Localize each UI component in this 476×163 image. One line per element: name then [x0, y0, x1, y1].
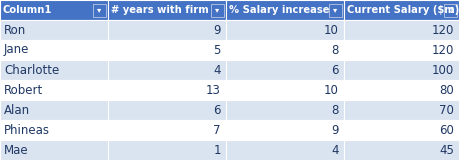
Bar	[0, 140, 108, 160]
Bar	[343, 40, 458, 60]
Bar	[226, 60, 343, 80]
Text: 4: 4	[213, 64, 220, 76]
Bar	[226, 120, 343, 140]
Bar	[343, 0, 458, 20]
Bar	[0, 40, 108, 60]
Text: 13: 13	[206, 83, 220, 96]
Text: 6: 6	[213, 104, 220, 117]
Bar	[108, 120, 226, 140]
Bar	[0, 100, 108, 120]
Text: 9: 9	[213, 23, 220, 37]
Text: # years with firm: # years with firm	[111, 5, 208, 15]
Text: 7: 7	[213, 124, 220, 136]
Text: 1: 1	[213, 143, 220, 156]
Bar	[226, 80, 343, 100]
Text: ▾: ▾	[97, 6, 101, 15]
Text: 4: 4	[331, 143, 338, 156]
Text: Ron: Ron	[4, 23, 26, 37]
Bar	[0, 20, 108, 40]
Text: 60: 60	[438, 124, 453, 136]
Bar	[0, 0, 108, 20]
Bar	[226, 20, 343, 40]
Text: % Salary increase: % Salary increase	[228, 5, 329, 15]
Text: 70: 70	[438, 104, 453, 117]
Bar	[343, 20, 458, 40]
Text: Column1: Column1	[3, 5, 52, 15]
Text: Phineas: Phineas	[4, 124, 50, 136]
Text: Current Salary ($m): Current Salary ($m)	[346, 5, 458, 15]
Bar	[226, 40, 343, 60]
Text: Mae: Mae	[4, 143, 29, 156]
Bar	[328, 3, 341, 16]
Text: Charlotte: Charlotte	[4, 64, 59, 76]
Text: 10: 10	[324, 83, 338, 96]
Text: 8: 8	[331, 104, 338, 117]
Text: ▾: ▾	[215, 6, 219, 15]
Text: ↧: ↧	[446, 6, 453, 15]
Text: 80: 80	[438, 83, 453, 96]
Text: 120: 120	[431, 44, 453, 57]
Bar	[226, 0, 343, 20]
Bar	[343, 140, 458, 160]
Bar	[343, 100, 458, 120]
Bar	[108, 140, 226, 160]
Bar	[0, 60, 108, 80]
Bar	[0, 120, 108, 140]
Text: 10: 10	[324, 23, 338, 37]
Text: Robert: Robert	[4, 83, 43, 96]
Bar	[0, 80, 108, 100]
Bar	[343, 60, 458, 80]
Text: Jane: Jane	[4, 44, 30, 57]
Bar	[343, 80, 458, 100]
Bar	[343, 120, 458, 140]
Bar	[443, 3, 456, 16]
Text: Alan: Alan	[4, 104, 30, 117]
Bar	[226, 100, 343, 120]
Bar	[108, 20, 226, 40]
Bar	[108, 40, 226, 60]
Bar	[210, 3, 224, 16]
Text: 9: 9	[331, 124, 338, 136]
Bar	[108, 0, 226, 20]
Bar	[108, 60, 226, 80]
Bar	[93, 3, 106, 16]
Bar	[108, 100, 226, 120]
Text: 8: 8	[331, 44, 338, 57]
Text: ▾: ▾	[333, 6, 337, 15]
Bar	[108, 80, 226, 100]
Bar	[226, 140, 343, 160]
Text: 45: 45	[438, 143, 453, 156]
Text: 120: 120	[431, 23, 453, 37]
Text: 100: 100	[431, 64, 453, 76]
Text: 6: 6	[331, 64, 338, 76]
Text: 5: 5	[213, 44, 220, 57]
